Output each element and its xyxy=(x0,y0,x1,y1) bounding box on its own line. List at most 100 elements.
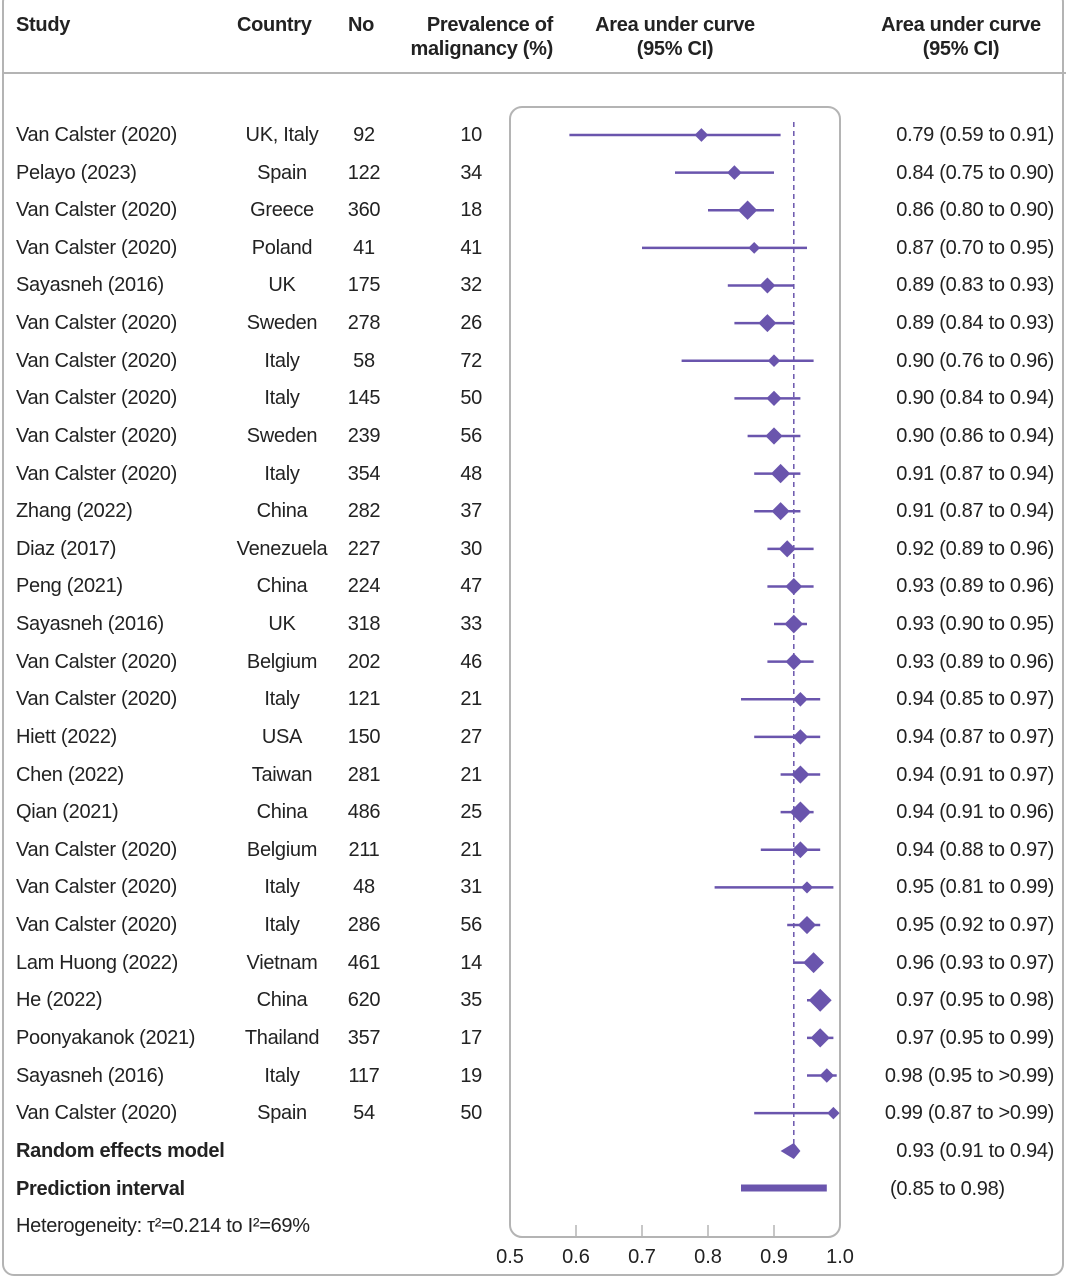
pooled-label: Random effects model xyxy=(16,1140,225,1162)
sample-size: 486 xyxy=(347,801,381,824)
study-name: Van Calster (2020) xyxy=(16,1102,177,1125)
auc-ci-label: 0.90 (0.86 to 0.94) xyxy=(896,424,1054,447)
point-estimate-marker xyxy=(792,729,809,745)
study-name: Van Calster (2020) xyxy=(16,199,177,222)
country: Italy xyxy=(264,688,300,711)
country: China xyxy=(256,500,308,523)
study-name: Van Calster (2020) xyxy=(16,124,177,146)
prevalence: 56 xyxy=(460,424,482,447)
country: China xyxy=(256,801,308,824)
country: China xyxy=(256,575,308,598)
sample-size: 48 xyxy=(353,876,375,899)
country: Belgium xyxy=(246,838,318,861)
sample-size: 360 xyxy=(347,199,381,222)
point-estimate-marker xyxy=(785,577,803,595)
prevalence: 34 xyxy=(460,161,482,184)
study-name: Chen (2022) xyxy=(16,763,124,786)
auc-ci-label: 0.93 (0.89 to 0.96) xyxy=(896,650,1054,673)
study-name: Qian (2021) xyxy=(16,801,119,824)
header-divider xyxy=(2,72,1066,74)
auc-ci-label: 0.86 (0.80 to 0.90) xyxy=(896,199,1054,222)
country: Italy xyxy=(264,349,300,372)
point-estimate-marker xyxy=(737,200,758,220)
prevalence: 21 xyxy=(460,688,482,711)
country: Taiwan xyxy=(251,763,313,786)
x-tick-label: 0.9 xyxy=(760,1246,788,1268)
auc-ci-label: 0.95 (0.81 to 0.99) xyxy=(896,876,1054,899)
country: Greece xyxy=(250,199,314,222)
auc-ci-label: 0.93 (0.89 to 0.96) xyxy=(896,575,1054,598)
sample-size: 620 xyxy=(347,989,381,1012)
x-tick-label: 1.0 xyxy=(826,1246,854,1268)
country: USA xyxy=(261,725,303,748)
study-name: Van Calster (2020) xyxy=(16,876,177,899)
study-name: Sayasneh (2016) xyxy=(16,274,164,297)
auc-ci-label: 0.92 (0.89 to 0.96) xyxy=(896,537,1054,560)
study-name: Pelayo (2023) xyxy=(16,161,137,184)
auc-ci-label: 0.91 (0.87 to 0.94) xyxy=(896,500,1054,523)
sample-size: 354 xyxy=(347,462,381,485)
country: Spain xyxy=(257,1102,307,1125)
sample-size: 175 xyxy=(347,274,381,297)
prevalence: 26 xyxy=(460,312,482,335)
header-auc-1: Area under curve xyxy=(881,14,1041,36)
study-name: Van Calster (2020) xyxy=(16,462,177,485)
auc-ci-label: 0.89 (0.83 to 0.93) xyxy=(896,274,1054,297)
pooled-auc: 0.93 (0.91 to 0.94) xyxy=(896,1140,1054,1162)
sample-size: 357 xyxy=(347,1026,381,1049)
sample-size: 286 xyxy=(347,914,381,937)
prevalence: 25 xyxy=(460,801,482,824)
point-estimate-marker xyxy=(748,241,761,254)
point-estimate-marker xyxy=(797,915,817,935)
point-estimate-marker xyxy=(727,165,742,180)
auc-ci-label: 0.99 (0.87 to >0.99) xyxy=(884,1102,1054,1125)
country: Vietnam xyxy=(246,951,318,974)
prevalence: 35 xyxy=(460,989,482,1012)
point-estimate-marker xyxy=(789,801,812,823)
study-name: Van Calster (2020) xyxy=(16,650,177,673)
sample-size: 202 xyxy=(347,650,381,673)
country: Italy xyxy=(264,1064,300,1087)
study-name: Sayasneh (2016) xyxy=(16,613,164,636)
point-estimate-marker xyxy=(758,314,777,333)
auc-ci-label: 0.94 (0.91 to 0.96) xyxy=(896,801,1054,824)
auc-ci-label: 0.94 (0.87 to 0.97) xyxy=(896,725,1054,748)
prevalence: 21 xyxy=(460,838,482,861)
sample-size: 54 xyxy=(353,1102,375,1125)
auc-ci-label: 0.98 (0.95 to >0.99) xyxy=(884,1064,1054,1087)
header-prevalence-1: Prevalence of xyxy=(426,14,553,36)
point-estimate-marker xyxy=(770,463,791,484)
prevalence: 48 xyxy=(460,462,482,485)
point-estimate-marker xyxy=(800,881,814,894)
auc-ci-label: 0.89 (0.84 to 0.93) xyxy=(896,312,1054,335)
point-estimate-marker xyxy=(784,614,804,634)
header-study: Study xyxy=(16,14,71,36)
header-no: No xyxy=(348,14,375,36)
prediction-interval: (0.85 to 0.98) xyxy=(890,1178,1005,1200)
point-estimate-marker xyxy=(766,390,782,406)
prevalence: 19 xyxy=(460,1064,482,1087)
prevalence: 56 xyxy=(460,914,482,937)
auc-ci-label: 0.94 (0.91 to 0.97) xyxy=(896,763,1054,786)
country: Italy xyxy=(264,387,300,410)
prevalence: 50 xyxy=(460,387,482,410)
pooled-diamond xyxy=(780,1143,801,1159)
prevalence: 14 xyxy=(460,951,482,974)
study-name: Hiett (2022) xyxy=(16,725,117,748)
x-tick-label: 0.8 xyxy=(694,1246,722,1268)
sample-size: 122 xyxy=(347,161,381,184)
point-estimate-marker xyxy=(792,841,809,859)
prevalence: 41 xyxy=(460,236,482,259)
prevalence: 31 xyxy=(460,876,482,899)
point-estimate-marker xyxy=(827,1106,840,1120)
point-estimate-marker xyxy=(803,952,825,974)
auc-ci-label: 0.90 (0.76 to 0.96) xyxy=(896,349,1054,372)
study-name: Van Calster (2020) xyxy=(16,838,177,861)
point-estimate-marker xyxy=(765,427,783,445)
auc-ci-label: 0.84 (0.75 to 0.90) xyxy=(896,161,1054,184)
point-estimate-marker xyxy=(819,1068,835,1083)
heterogeneity: Heterogeneity: τ²=0.214 to I²=69% xyxy=(16,1215,310,1237)
auc-ci-label: 0.91 (0.87 to 0.94) xyxy=(896,462,1054,485)
